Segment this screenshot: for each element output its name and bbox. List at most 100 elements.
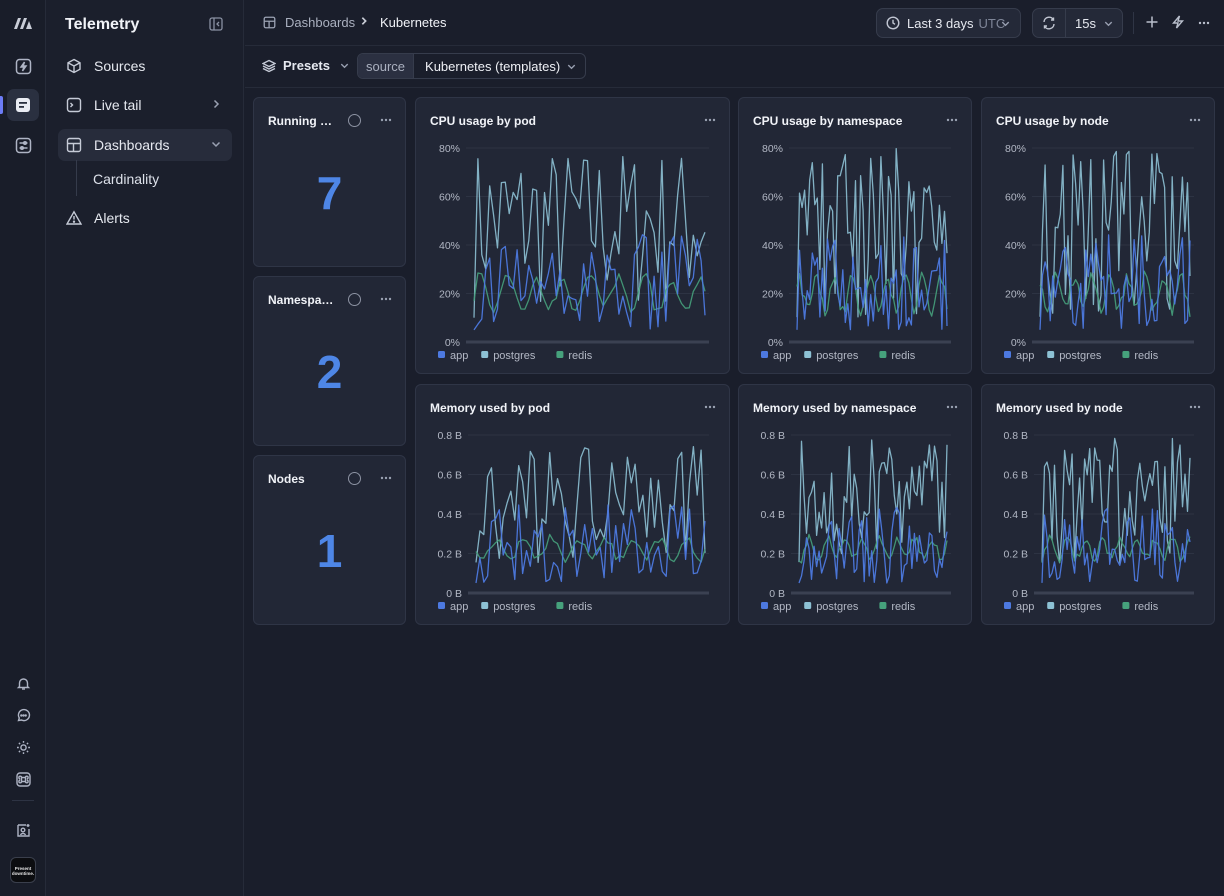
refresh-icon[interactable] <box>1033 9 1066 37</box>
y-tick-label: 0.2 B <box>760 549 785 561</box>
breadcrumb-current: Kubernetes <box>380 15 447 30</box>
series-line-redis <box>796 271 948 317</box>
y-tick-label: 80% <box>1005 143 1026 155</box>
legend-label: redis <box>1134 601 1158 613</box>
app-title: Telemetry <box>65 16 140 33</box>
legend-swatch <box>438 351 445 358</box>
lightning-icon[interactable] <box>7 50 39 82</box>
refresh-interval[interactable]: 15s <box>1075 15 1096 31</box>
more-options-icon[interactable] <box>1189 405 1201 409</box>
chart-title: CPU usage by pod <box>430 114 537 128</box>
presets-button[interactable]: Presets <box>262 58 350 73</box>
legend-label: app <box>450 601 468 613</box>
y-tick-label: 0.6 B <box>1003 470 1028 482</box>
sun-icon[interactable] <box>7 731 39 763</box>
clock-icon <box>886 16 900 30</box>
time-range-picker[interactable]: Last 3 days UTC <box>876 8 1021 38</box>
breadcrumb-root[interactable]: Dashboards <box>263 15 355 30</box>
series-line-postgres <box>1039 150 1191 317</box>
chart-title: Memory used by pod <box>430 401 551 415</box>
legend-swatch <box>438 602 445 609</box>
legend-label: app <box>450 350 468 362</box>
y-tick-label: 60% <box>762 192 783 204</box>
legend-swatch <box>556 351 564 358</box>
chevron-right-icon <box>359 16 369 26</box>
y-tick-label: 0.8 B <box>1003 430 1028 442</box>
nav-item-live-tail[interactable]: Live tail <box>58 89 232 121</box>
legend-swatch <box>1047 602 1055 609</box>
user-settings-icon[interactable] <box>7 814 39 846</box>
y-tick-label: 60% <box>439 192 460 204</box>
tree-line <box>76 160 77 196</box>
more-options-icon[interactable] <box>1198 21 1210 25</box>
y-tick-label: 0 B <box>1012 588 1028 600</box>
y-tick-label: 40% <box>439 240 460 252</box>
stat-card-namespaces: Namespaces 2 <box>253 276 406 446</box>
y-tick-label: 0.2 B <box>1003 549 1028 561</box>
more-options-icon[interactable] <box>380 476 392 480</box>
legend-label: postgres <box>493 601 536 613</box>
stat-title: Running pods <box>268 114 334 128</box>
logo-icon[interactable] <box>7 7 39 39</box>
collapse-sidebar-icon[interactable] <box>209 17 223 31</box>
chart-card-memory-by-namespace: Memory used by namespace 0 B 0.2 B 0.4 B 0.… <box>738 384 972 625</box>
legend-swatch <box>1004 602 1011 609</box>
series-line-app <box>473 234 706 331</box>
time-range-label: Last 3 days <box>907 15 974 31</box>
legend-label: postgres <box>1059 350 1102 362</box>
series-line-app <box>475 504 706 584</box>
more-options-icon[interactable] <box>380 297 392 301</box>
chevron-down-icon <box>339 60 350 71</box>
nav-item-alerts[interactable]: Alerts <box>58 202 232 234</box>
source-value: Kubernetes (templates) <box>425 58 561 74</box>
more-options-icon[interactable] <box>704 118 716 122</box>
legend-swatch <box>804 602 812 609</box>
stat-card-nodes: Nodes 1 <box>253 455 406 625</box>
cube-icon <box>66 58 82 74</box>
y-tick-label: 0% <box>1011 337 1026 349</box>
chart-title: Memory used by node <box>996 401 1123 415</box>
legend-label: app <box>1016 601 1034 613</box>
legend-swatch <box>879 602 887 609</box>
chart-title: Memory used by namespace <box>753 401 917 415</box>
stat-title: Namespaces <box>268 293 334 307</box>
nav-item-label: Dashboards <box>94 137 170 153</box>
more-options-icon[interactable] <box>946 405 958 409</box>
dashboard-icon <box>263 16 276 29</box>
y-tick-label: 0.6 B <box>760 470 785 482</box>
more-options-icon[interactable] <box>380 118 392 122</box>
stat-card-running-pods: Running pods 7 <box>253 97 406 267</box>
series-line-app <box>798 506 948 584</box>
bell-icon[interactable] <box>7 667 39 699</box>
series-line-redis <box>1039 270 1191 317</box>
nav-item-dashboards[interactable]: Dashboards <box>58 129 232 161</box>
y-tick-label: 0 B <box>446 588 462 600</box>
series-line-app <box>1039 234 1191 330</box>
more-options-icon[interactable] <box>946 118 958 122</box>
y-tick-label: 0% <box>768 337 783 349</box>
series-line-postgres <box>475 445 706 564</box>
legend-swatch <box>556 602 564 609</box>
line-chart: 0 B 0.2 B 0.4 B 0.6 B 0.8 B app postgres redis <box>1003 430 1194 613</box>
settings-sliders-icon[interactable] <box>7 129 39 161</box>
chart-title: CPU usage by namespace <box>753 114 903 128</box>
nav-item-sources[interactable]: Sources <box>58 50 232 82</box>
alert-triangle-icon <box>66 210 82 226</box>
active-indicator <box>0 96 3 114</box>
line-chart: 0% 20% 40% 60% 80% app postgres redis <box>761 143 951 362</box>
legend-label: redis <box>891 350 915 362</box>
more-options-icon[interactable] <box>704 405 716 409</box>
lightning-icon[interactable] <box>1171 15 1185 29</box>
legend-swatch <box>1122 351 1130 358</box>
source-selector[interactable]: source Kubernetes (templates) <box>357 53 586 79</box>
legend-label: redis <box>1134 350 1158 362</box>
chat-icon[interactable] <box>7 699 39 731</box>
org-avatar[interactable]: Present downtime. <box>10 857 36 883</box>
legend-label: postgres <box>816 350 859 362</box>
nav-item-label: Live tail <box>94 97 142 113</box>
plus-icon[interactable] <box>1145 15 1159 29</box>
more-options-icon[interactable] <box>1189 118 1201 122</box>
logs-icon[interactable] <box>7 89 39 121</box>
nav-subitem-cardinality[interactable]: Cardinality <box>93 171 160 187</box>
command-icon[interactable] <box>7 763 39 795</box>
